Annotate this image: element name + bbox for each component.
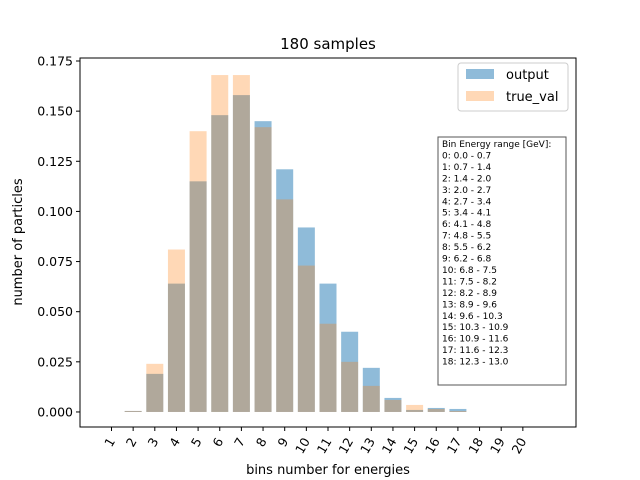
- bar-true-val-6: [211, 75, 229, 412]
- x-tick-label: 17: [444, 435, 465, 456]
- bar-true-val-17: [449, 410, 467, 412]
- bar-output-17: [449, 408, 467, 412]
- x-tick-label: 12: [335, 435, 356, 456]
- x-tick-label: 18: [465, 435, 486, 456]
- bar-true-val-3: [146, 363, 164, 412]
- y-tick-label: 0.000: [37, 404, 73, 419]
- annotation-box: Bin Energy range [GeV]:0: 0.0 - 0.7 1: 0.…: [437, 136, 567, 386]
- bar-true-val-16: [427, 408, 445, 412]
- annotation-line: Bin Energy range [GeV]:: [442, 140, 551, 150]
- annotation-lines: Bin Energy range [GeV]:0: 0.0 - 0.7 1: 0.…: [442, 140, 551, 368]
- bar-true-val-7: [232, 75, 250, 412]
- bar-output-2: [124, 410, 142, 412]
- annotation-line: 8: 5.5 - 6.2: [442, 243, 491, 253]
- bar-output-13: [362, 367, 380, 412]
- annotation-line: 18: 12.3 - 13.0: [442, 358, 509, 368]
- bar-output-11: [319, 283, 337, 412]
- annotation-line: 6: 4.1 - 4.8: [442, 220, 491, 230]
- x-tick-label: 6: [209, 435, 226, 449]
- x-tick-label: 1: [101, 435, 118, 449]
- bar-output-4: [167, 283, 185, 412]
- x-axis: 1 2 3 4 5 6 7 8 9 10 11 12 13 14 15 16 17 18 19 20: [101, 427, 529, 456]
- bar-output-10: [297, 227, 315, 412]
- annotation-line: 12: 8.2 - 8.9: [442, 289, 497, 299]
- bar-true-val-11: [319, 323, 337, 412]
- x-tick-label: 15: [400, 435, 421, 456]
- x-tick-label: 20: [509, 435, 530, 456]
- bar-output-3: [146, 373, 164, 412]
- chart-title: 180 samples: [280, 35, 376, 53]
- x-tick-label: 14: [379, 435, 400, 456]
- annotation-line: 10: 6.8 - 7.5: [442, 266, 497, 276]
- annotation-line: 14: 9.6 - 10.3: [442, 312, 503, 322]
- annotation-line: 11: 7.5 - 8.2: [442, 277, 497, 287]
- annotation-line: 2: 1.4 - 2.0: [442, 174, 491, 184]
- y-tick-label: 0.125: [37, 154, 73, 169]
- bar-true-val-15: [406, 404, 424, 412]
- bar-true-val-2: [124, 410, 142, 412]
- bar-true-val-12: [341, 361, 359, 412]
- bar-true-val-9: [276, 199, 294, 412]
- annotation-line: 16: 10.9 - 11.6: [442, 335, 509, 345]
- bar-true-val-8: [254, 127, 272, 412]
- x-tick-label: 3: [144, 435, 161, 449]
- bar-true-val-13: [362, 385, 380, 412]
- annotation-line: 9: 6.2 - 6.8: [442, 255, 491, 265]
- x-tick-label: 10: [292, 435, 313, 456]
- x-tick-label: 5: [188, 435, 205, 449]
- y-tick-label: 0.175: [37, 54, 73, 69]
- bar-output-14: [384, 397, 402, 412]
- legend-swatch-output: [466, 69, 494, 79]
- x-tick-label: 19: [487, 435, 508, 456]
- bars-true-val-series: [124, 75, 467, 412]
- annotation-line: 5: 3.4 - 4.1: [442, 209, 491, 219]
- y-axis: 0.000 0.025 0.050 0.075 0.100 0.125 0.150 0.175: [37, 54, 80, 419]
- x-tick-label: 7: [231, 435, 248, 449]
- bar-output-8: [254, 121, 272, 412]
- legend-swatch-true-val: [466, 91, 494, 101]
- bar-true-val-4: [167, 249, 185, 412]
- y-axis-label: number of particles: [11, 178, 26, 306]
- bar-output-7: [232, 95, 250, 412]
- annotation-frame: [437, 136, 567, 386]
- bar-output-15: [406, 409, 424, 412]
- x-tick-label: 9: [274, 435, 291, 449]
- legend: output true_val: [457, 62, 569, 112]
- x-tick-label: 13: [357, 435, 378, 456]
- bar-output-16: [427, 407, 445, 412]
- annotation-line: 13: 8.9 - 9.6: [442, 300, 497, 310]
- bar-output-5: [189, 181, 207, 412]
- y-tick-label: 0.100: [37, 204, 73, 219]
- legend-label-true-val: true_val: [506, 90, 558, 105]
- legend-label-output: output: [506, 68, 549, 83]
- annotation-line: 15: 10.3 - 10.9: [442, 323, 509, 333]
- x-tick-label: 4: [166, 435, 183, 449]
- annotation-line: 17: 11.6 - 12.3: [442, 346, 508, 356]
- x-tick-label: 2: [123, 435, 140, 449]
- bar-output-6: [211, 115, 229, 412]
- bar-output-9: [276, 169, 294, 412]
- bar-true-val-10: [297, 265, 315, 412]
- annotation-line: 4: 2.7 - 3.4: [442, 197, 491, 207]
- annotation-line: 7: 4.8 - 5.5: [442, 232, 491, 242]
- y-tick-label: 0.050: [37, 304, 73, 319]
- y-tick-label: 0.075: [37, 254, 73, 269]
- x-tick-label: 11: [314, 435, 335, 456]
- x-tick-label: 16: [422, 435, 443, 456]
- annotation-line: 0: 0.0 - 0.7: [442, 151, 491, 161]
- bar-true-val-14: [384, 399, 402, 412]
- bars-output-series: [124, 95, 467, 412]
- y-tick-label: 0.150: [37, 104, 73, 119]
- x-tick-label: 8: [253, 435, 270, 449]
- y-tick-label: 0.025: [37, 354, 73, 369]
- bar-true-val-5: [189, 131, 207, 412]
- annotation-line: 1: 0.7 - 1.4: [442, 163, 491, 173]
- x-axis-label: bins number for energies: [246, 463, 410, 478]
- bar-output-12: [341, 331, 359, 412]
- annotation-line: 3: 2.0 - 2.7: [442, 186, 491, 196]
